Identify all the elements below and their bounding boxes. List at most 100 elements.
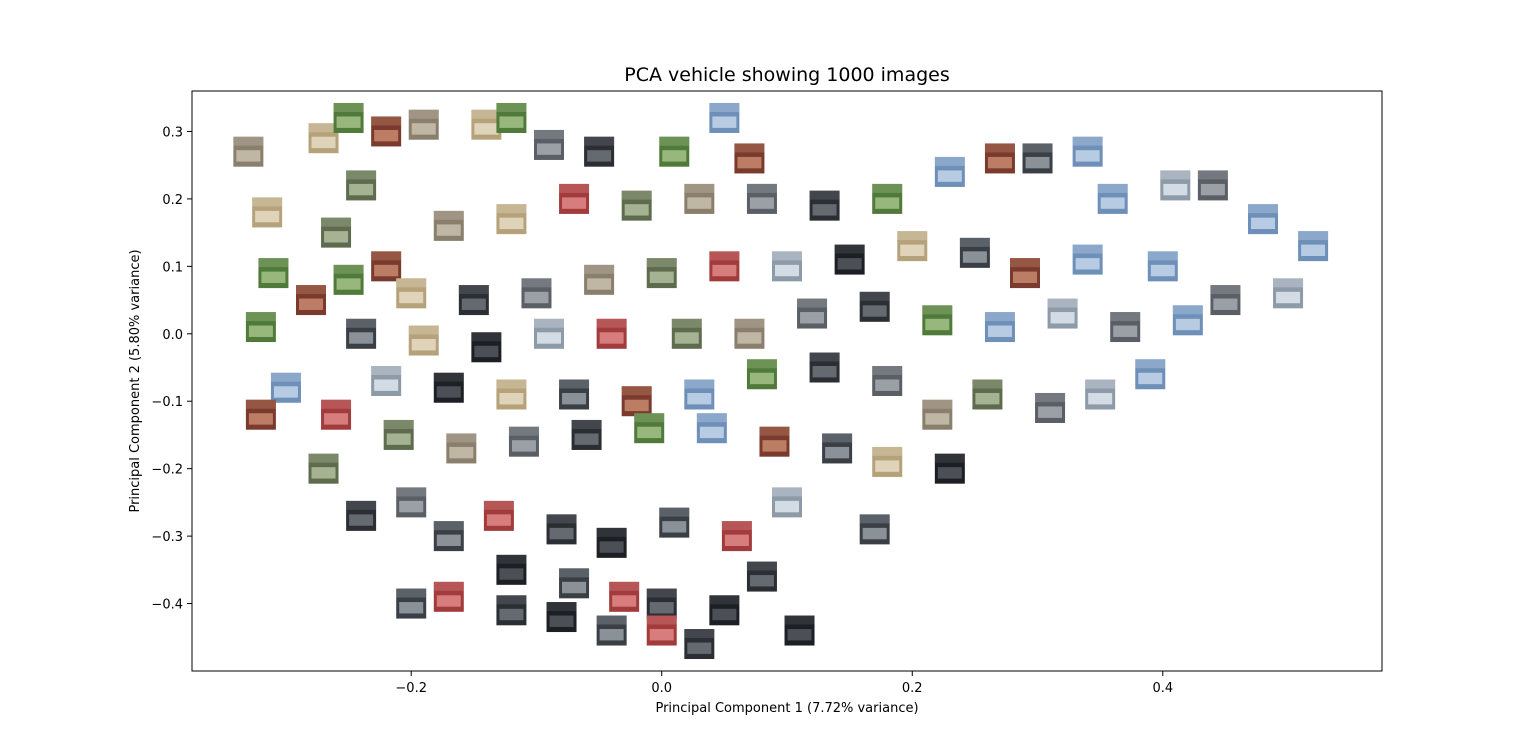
x-axis-label: Principal Component 1 (7.72% variance): [655, 701, 918, 716]
y-tick-label: 0.1: [162, 260, 183, 275]
image-thumbnail: [433, 210, 464, 241]
y-axis-label: Principal Component 2 (5.80% variance): [128, 249, 143, 512]
image-thumbnail: [258, 258, 289, 289]
image-thumbnail: [471, 109, 502, 140]
image-thumbnail: [596, 527, 627, 558]
image-thumbnail: [371, 116, 402, 147]
x-tick-label: 0.0: [651, 681, 672, 696]
image-thumbnail: [1010, 258, 1040, 289]
image-thumbnail: [534, 318, 564, 349]
image-thumbnail: [746, 359, 777, 390]
image-thumbnail: [321, 217, 352, 248]
y-tick-label: −0.3: [151, 530, 183, 545]
image-thumbnail: [1210, 285, 1241, 316]
image-thumbnail: [1072, 244, 1103, 275]
image-thumbnail: [922, 399, 953, 430]
image-thumbnail: [671, 318, 702, 349]
image-thumbnail: [371, 366, 402, 396]
image-thumbnail: [546, 514, 577, 545]
image-thumbnail: [270, 372, 301, 403]
image-thumbnail: [308, 453, 339, 484]
image-thumbnail: [746, 183, 777, 214]
image-thumbnail: [321, 399, 352, 430]
image-thumbnail: [709, 595, 740, 626]
image-thumbnail: [609, 581, 640, 612]
image-thumbnail: [508, 426, 539, 457]
y-tick-label: −0.1: [151, 395, 183, 410]
image-thumbnail: [245, 312, 276, 343]
image-thumbnail: [534, 129, 564, 160]
image-thumbnail: [721, 521, 752, 552]
image-thumbnail: [496, 204, 527, 235]
image-thumbnail: [496, 379, 527, 410]
image-thumbnail: [396, 487, 427, 518]
image-thumbnail: [809, 190, 840, 221]
image-thumbnail: [333, 264, 364, 295]
image-thumbnail: [684, 379, 715, 410]
image-thumbnail: [872, 366, 903, 396]
image-thumbnail: [621, 190, 652, 221]
image-thumbnail: [959, 237, 990, 268]
image-thumbnail: [872, 183, 903, 214]
image-thumbnail: [1097, 183, 1128, 214]
image-thumbnail: [859, 291, 890, 322]
image-thumbnail: [784, 615, 815, 646]
image-thumbnail: [621, 386, 652, 417]
image-thumbnail: [333, 102, 364, 133]
chart-title: PCA vehicle showing 1000 images: [624, 64, 949, 86]
image-thumbnail: [646, 258, 677, 289]
image-thumbnail: [1197, 170, 1228, 201]
image-thumbnail: [646, 615, 677, 646]
image-thumbnail: [252, 197, 283, 228]
y-tick-label: 0.2: [162, 193, 183, 208]
image-thumbnail: [696, 413, 727, 444]
image-thumbnail: [734, 143, 765, 174]
x-tick-label: 0.4: [1152, 681, 1173, 696]
image-thumbnail: [596, 615, 627, 646]
image-thumbnail: [634, 413, 665, 444]
image-thumbnail: [1147, 251, 1178, 282]
plot-frame: [191, 90, 1383, 672]
image-thumbnail: [1047, 298, 1078, 329]
image-thumbnail: [772, 251, 802, 282]
image-thumbnail: [483, 500, 514, 531]
thumbnail-layer: [233, 102, 1329, 660]
image-thumbnail: [383, 419, 414, 450]
image-thumbnail: [496, 595, 527, 626]
image-thumbnail: [245, 399, 276, 430]
image-thumbnail: [346, 170, 377, 201]
image-thumbnail: [433, 372, 464, 403]
x-tick-label: 0.2: [902, 681, 923, 696]
image-thumbnail: [433, 521, 464, 552]
image-thumbnail: [1110, 312, 1141, 343]
image-thumbnail: [1022, 143, 1053, 174]
image-thumbnail: [546, 602, 577, 633]
image-thumbnail: [1248, 204, 1278, 235]
x-axis: −0.2 0.0 0.2 0.4: [395, 671, 1173, 696]
image-thumbnail: [496, 554, 527, 585]
x-tick-label: −0.2: [395, 681, 427, 696]
image-thumbnail: [1072, 136, 1103, 167]
image-thumbnail: [346, 318, 377, 349]
image-thumbnail: [308, 123, 339, 154]
image-thumbnail: [1273, 278, 1304, 309]
image-thumbnail: [1160, 170, 1191, 201]
image-thumbnail: [396, 278, 427, 309]
image-thumbnail: [984, 312, 1015, 343]
image-thumbnail: [346, 500, 377, 531]
image-thumbnail: [433, 581, 464, 612]
image-thumbnail: [934, 453, 965, 484]
y-tick-label: 0.0: [162, 328, 183, 343]
image-thumbnail: [934, 156, 965, 187]
image-thumbnail: [584, 136, 615, 167]
image-thumbnail: [709, 251, 740, 282]
image-thumbnail: [684, 183, 715, 214]
image-thumbnail: [496, 102, 527, 133]
image-thumbnail: [596, 318, 627, 349]
image-thumbnail: [684, 629, 715, 660]
image-thumbnail: [1135, 359, 1166, 390]
image-thumbnail: [659, 507, 690, 538]
image-thumbnail: [559, 568, 590, 599]
image-thumbnail: [458, 285, 489, 316]
